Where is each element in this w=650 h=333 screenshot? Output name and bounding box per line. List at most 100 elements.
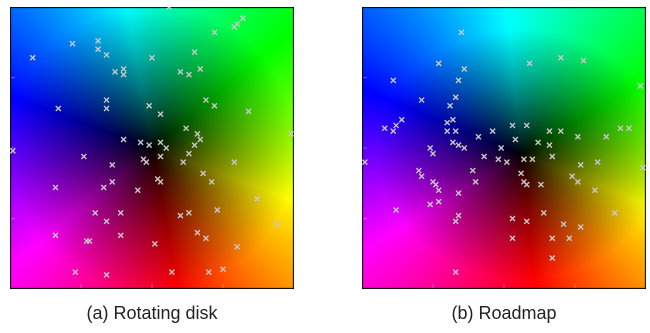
sample-marker [151, 240, 158, 247]
sample-marker [603, 133, 610, 140]
sample-marker [452, 94, 459, 101]
sample-marker [640, 164, 646, 171]
sample-marker [481, 153, 488, 160]
sample-marker [512, 136, 519, 143]
sample-marker [245, 108, 252, 115]
sample-marker [455, 142, 462, 149]
sample-marker [498, 145, 505, 151]
sample-marker [523, 218, 530, 225]
sample-marker [288, 130, 294, 137]
sample-marker [185, 71, 192, 78]
sample-marker [435, 187, 442, 194]
sample-marker [418, 173, 425, 180]
sample-marker [134, 187, 141, 194]
sample-marker [103, 271, 110, 278]
sample-marker [52, 184, 59, 191]
sample-marker [452, 218, 459, 225]
sample-marker [509, 235, 516, 242]
sample-marker [611, 209, 618, 216]
sample-marker [432, 181, 439, 188]
sample-marker [398, 116, 405, 123]
sample-marker [100, 184, 107, 191]
sample-marker [557, 128, 564, 135]
sample-marker [202, 235, 209, 242]
sample-marker [191, 142, 198, 149]
sample-marker [472, 178, 479, 185]
sample-marker [452, 128, 459, 135]
sample-marker [461, 145, 468, 151]
sample-marker [503, 159, 510, 166]
sample-marker [509, 215, 516, 222]
sample-marker [103, 97, 110, 104]
sample-marker [197, 136, 204, 143]
sample-markers [362, 29, 646, 276]
sample-marker [86, 238, 93, 245]
sample-marker [157, 111, 164, 118]
sample-marker [120, 136, 127, 143]
sample-marker [157, 178, 164, 185]
sample-marker [435, 60, 442, 67]
sample-marker [452, 269, 459, 276]
sample-marker [475, 133, 482, 140]
sample-marker [625, 125, 632, 132]
sample-marker [577, 161, 584, 168]
sample-marker [220, 266, 226, 273]
sample-marker [447, 102, 454, 109]
sample-marker [146, 142, 153, 149]
sample-marker [560, 221, 567, 228]
sample-marker [574, 178, 581, 185]
sample-marker [191, 49, 198, 56]
sample-marker [546, 142, 553, 149]
sample-marker [183, 125, 190, 132]
sample-marker [520, 156, 527, 163]
sample-marker [390, 128, 397, 135]
sample-marker [458, 29, 465, 36]
sample-marker [95, 46, 102, 53]
sample-marker [580, 57, 587, 64]
sample-marker [234, 20, 241, 27]
sample-marker [234, 243, 241, 250]
sample-marker [177, 68, 184, 75]
sample-marker [427, 145, 434, 151]
sample-marker [449, 139, 456, 146]
sample-marker [231, 159, 238, 166]
panel-roadmap [362, 7, 646, 289]
sample-marker [103, 105, 110, 112]
sample-marker [239, 15, 246, 22]
sample-marker [435, 198, 442, 205]
sample-marker [10, 147, 16, 154]
sample-marker [103, 218, 110, 225]
sample-marker [157, 139, 164, 146]
sample-marker [526, 60, 533, 67]
sample-marker [390, 77, 397, 84]
sample-marker [177, 212, 184, 219]
sample-marker [149, 54, 155, 61]
sample-marker [180, 159, 187, 166]
sample-marker [509, 122, 516, 129]
sample-marker [211, 102, 218, 109]
sample-marker [120, 66, 127, 73]
sample-marker [591, 187, 598, 194]
sample-marker [495, 156, 502, 163]
sample-marker [72, 269, 79, 276]
sample-marker [469, 167, 476, 174]
sample-marker [430, 150, 436, 157]
sample-marker [444, 128, 451, 135]
sample-marker [393, 122, 400, 129]
sample-marker [617, 125, 624, 132]
sample-marker [185, 150, 192, 157]
caption-roadmap: (b) Roadmap [451, 303, 557, 323]
sample-marker [157, 153, 164, 160]
sample-marker [546, 128, 553, 135]
sample-marker [523, 122, 530, 129]
sample-marker [540, 209, 547, 216]
sample-marker [146, 102, 153, 109]
sample-marker [535, 139, 542, 146]
sample-marker [577, 223, 584, 230]
sample-marker [557, 54, 564, 61]
sample-marker [117, 209, 124, 216]
sample-marker [214, 207, 221, 214]
sample-marker [200, 170, 207, 177]
sample-marker [427, 201, 434, 208]
sample-marker [143, 159, 150, 166]
